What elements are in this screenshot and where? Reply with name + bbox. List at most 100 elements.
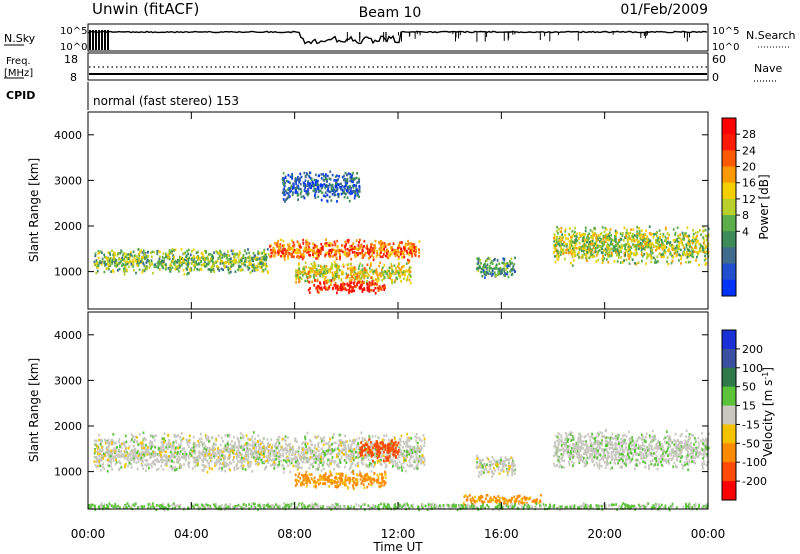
heatmap-cell [361,248,364,252]
heatmap-cell [604,226,607,230]
heatmap-cell [340,450,342,453]
heatmap-cell [639,246,642,249]
heatmap-cell [554,260,557,264]
heatmap-cell [173,460,175,464]
heatmap-cell [195,262,198,266]
heatmap-cell [125,440,128,444]
heatmap-cell [477,257,480,260]
heatmap-cell [401,452,404,456]
heatmap-cell [610,238,613,241]
heatmap-cell [578,237,580,240]
heatmap-cell [304,435,306,439]
heatmap-cell [214,451,217,455]
heatmap-cell [317,195,320,199]
heatmap-cell [340,182,342,186]
heatmap-cell [640,233,643,237]
heatmap-cell [286,197,288,201]
heatmap-cell [668,242,671,246]
heatmap-cell [417,450,420,454]
nsky-tick-low: 10^0 [60,42,87,53]
heatmap-cell [249,465,251,468]
heatmap-cell [646,243,649,247]
heatmap-cell [601,251,604,254]
heatmap-cell [227,463,230,467]
colorbar-swatch [722,182,736,200]
heatmap-cell [372,279,375,283]
heatmap-cell [396,457,399,460]
heatmap-cell [630,238,633,242]
heatmap-cell [193,257,196,260]
heatmap-cell [167,256,169,260]
heatmap-cell [225,261,228,265]
heatmap-cell [374,291,377,295]
heatmap-cell [275,454,278,457]
heatmap-cell [636,252,639,256]
heatmap-cell [187,260,190,264]
heatmap-cell [357,452,359,456]
heatmap-cell [673,248,676,251]
heatmap-cell [103,270,106,274]
heatmap-cell [694,242,697,246]
heatmap-cell [307,288,310,292]
heatmap-cell [113,450,116,453]
heatmap-cell [645,237,648,241]
heatmap-cell [197,462,199,465]
heatmap-cell [372,289,375,292]
heatmap-cell [312,274,315,277]
heatmap-cell [265,264,267,268]
heatmap-cell [342,272,344,276]
heatmap-cell [333,278,336,282]
heatmap-cell [377,436,380,440]
heatmap-cell [397,256,400,259]
heatmap-cell [287,464,289,468]
heatmap-cell [121,264,123,267]
heatmap-cell [411,245,414,248]
heatmap-cell [323,455,326,458]
heatmap-cell [346,196,349,199]
heatmap-cell [95,460,98,464]
heatmap-cell [352,286,354,289]
heatmap-cell [211,268,214,271]
heatmap-cell [282,182,285,185]
heatmap-cell [121,442,123,446]
heatmap-cell [226,446,229,450]
heatmap-cell [558,227,560,231]
heatmap-cell [362,275,364,278]
heatmap-cell [485,267,488,270]
heatmap-cell [129,260,132,264]
heatmap-cell [131,264,133,267]
heatmap-cell [405,269,408,272]
heatmap-cell [356,194,359,197]
heatmap-cell [578,241,581,245]
heatmap-cell [359,449,361,453]
heatmap-cell [409,450,411,453]
heatmap-cell [260,258,263,262]
heatmap-cell [398,269,400,273]
heatmap-cell [586,251,589,254]
heatmap-cell [247,437,249,440]
heatmap-cell [495,267,497,270]
heatmap-cell [373,269,376,273]
heatmap-cell [629,249,631,252]
heatmap-cell [564,228,567,231]
heatmap-cell [220,458,222,461]
heatmap-cell [98,438,101,442]
heatmap-cell [620,250,623,253]
heatmap-cell [288,243,291,246]
heatmap-cell [404,270,407,274]
heatmap-cell [125,450,128,454]
heatmap-cell [132,250,135,254]
heatmap-cell [204,265,206,268]
heatmap-cell [267,442,269,445]
heatmap-cell [405,249,408,253]
heatmap-cell [323,264,326,268]
heatmap-cell [221,450,224,453]
colorbar-swatch [722,231,736,248]
heatmap-cell [332,273,335,277]
heatmap-cell [351,439,354,442]
heatmap-cell [341,185,344,188]
heatmap-cell [670,245,673,249]
heatmap-cell [390,262,393,266]
heatmap-cell [259,456,262,460]
heatmap-cell [355,239,358,242]
